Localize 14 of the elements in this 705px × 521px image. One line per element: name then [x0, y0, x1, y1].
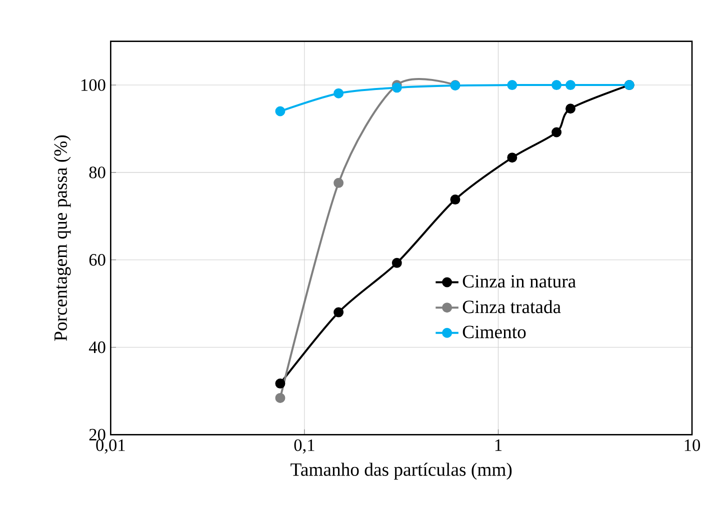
y-tick-label: 100 [81, 79, 106, 91]
y-axis-title: Porcentagem que passa (%) [54, 135, 71, 341]
legend-label: Cinza in natura [462, 275, 576, 288]
legend-label: Cimento [462, 326, 526, 338]
y-tick-label: 40 [88, 341, 106, 354]
y-tick-label: 20 [89, 428, 106, 441]
x-axis-title: Tamanho das partículas (mm) [290, 462, 512, 480]
y-tick-label: 80 [89, 166, 106, 178]
y-tick-label: 60 [89, 254, 106, 266]
x-tick-label: 10 [684, 439, 700, 452]
x-tick-label: 1 [495, 439, 502, 451]
x-tick-label: 0,1 [294, 439, 314, 454]
legend-label: Cinza tratada [462, 300, 561, 314]
x-tick-label: 0,01 [96, 439, 125, 454]
